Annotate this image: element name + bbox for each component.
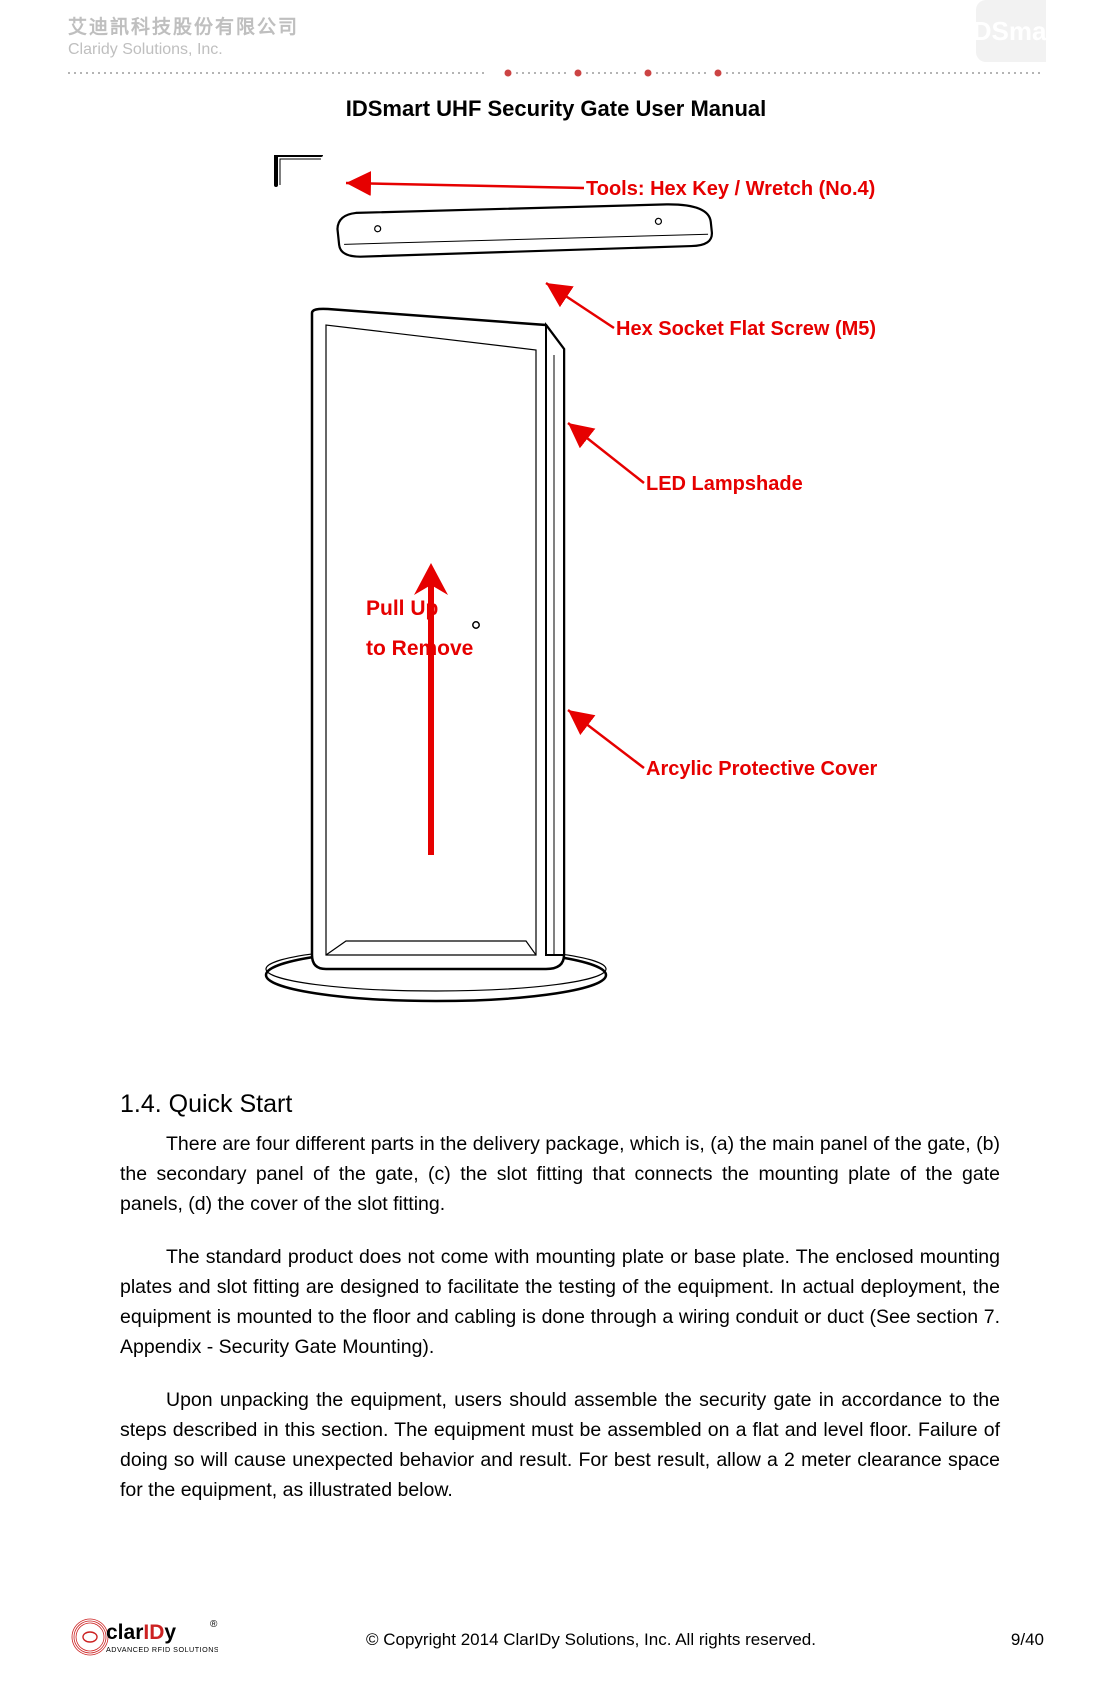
label-tools: Tools: Hex Key / Wretch (No.4): [586, 178, 875, 200]
section-heading: 1.4. Quick Start: [120, 1090, 1000, 1119]
label-pull-1: Pull Up: [366, 597, 438, 620]
watermark-text: IDSmar: [976, 16, 1046, 47]
dotted-divider: [68, 68, 1044, 78]
page-footer: clarIDy ® ADVANCED RFID SOLUTIONS © Copy…: [68, 1615, 1044, 1664]
company-name-en: Claridy Solutions, Inc.: [68, 41, 1044, 59]
label-pull-2: to Remove: [366, 637, 473, 660]
hex-key-icon: [276, 155, 321, 185]
svg-text:clarIDy: clarIDy: [106, 1621, 176, 1644]
page-title: IDSmart UHF Security Gate User Manual: [0, 96, 1112, 122]
label-screw: Hex Socket Flat Screw (M5): [616, 318, 876, 340]
svg-text:®: ®: [210, 1619, 218, 1630]
footer-copyright: © Copyright 2014 ClarIDy Solutions, Inc.…: [218, 1630, 964, 1650]
company-name-cn: 艾迪訊科技股份有限公司: [68, 12, 1044, 39]
section-quick-start: 1.4. Quick Start There are four differen…: [120, 1090, 1000, 1527]
paragraph-2: The standard product does not come with …: [120, 1242, 1000, 1363]
label-led: LED Lampshade: [646, 473, 803, 495]
page-header: 艾迪訊科技股份有限公司 Claridy Solutions, Inc.: [68, 12, 1044, 59]
svg-text:ADVANCED RFID SOLUTIONS: ADVANCED RFID SOLUTIONS: [106, 1645, 218, 1654]
assembly-diagram: Tools: Hex Key / Wretch (No.4) Hex Socke…: [206, 155, 906, 1055]
footer-logo: clarIDy ® ADVANCED RFID SOLUTIONS: [68, 1615, 218, 1664]
watermark-logo: IDSmar: [976, 0, 1046, 62]
paragraph-3: Upon unpacking the equipment, users shou…: [120, 1385, 1000, 1506]
label-cover: Arcylic Protective Cover: [646, 758, 877, 780]
footer-page-number: 9/40: [964, 1630, 1044, 1650]
paragraph-1: There are four different parts in the de…: [120, 1129, 1000, 1220]
